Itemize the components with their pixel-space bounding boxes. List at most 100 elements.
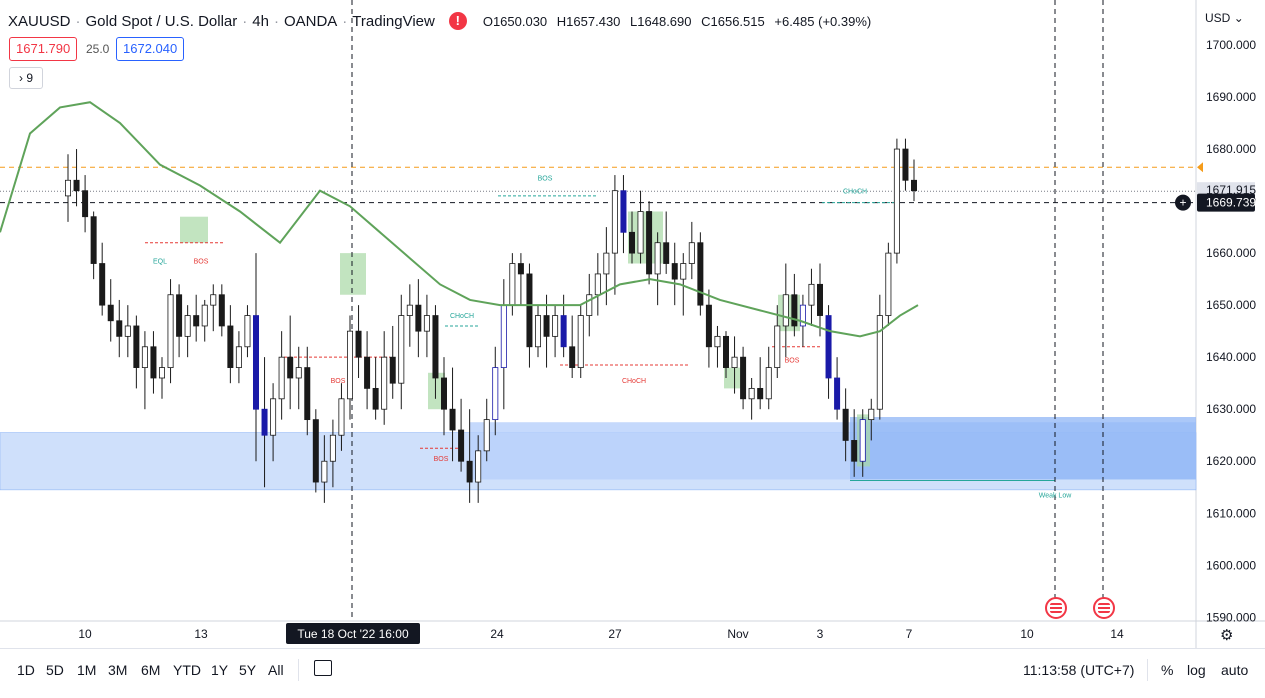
candle-body: [150, 346, 157, 379]
price-tick-label: 1640.000: [1206, 350, 1256, 364]
candle-body: [475, 450, 482, 483]
candle-body: [218, 294, 225, 327]
candle-body: [765, 367, 772, 400]
candle-body: [73, 179, 80, 192]
candle-body: [449, 408, 456, 431]
currency-selector[interactable]: USD ⌄: [1205, 11, 1244, 25]
candle-body: [705, 304, 712, 348]
candle-body: [440, 377, 447, 410]
candle-body: [432, 315, 439, 379]
structure-label: CHoCH: [450, 313, 474, 320]
symbol-ticker[interactable]: XAUUSD: [8, 12, 71, 30]
gear-icon[interactable]: ⚙: [1220, 627, 1234, 644]
price-tick-label: 1600.000: [1206, 558, 1256, 572]
candle-body: [697, 242, 704, 306]
candle-body: [808, 283, 815, 306]
range-6m[interactable]: 6M: [141, 662, 161, 678]
range-ytd[interactable]: YTD: [173, 662, 201, 678]
range-5d[interactable]: 5D: [46, 662, 64, 678]
candle-body: [782, 294, 789, 327]
candle-body: [637, 211, 644, 254]
range-1m[interactable]: 1M: [77, 662, 97, 678]
price-tick-label: 1690.000: [1206, 90, 1256, 104]
candle-body: [65, 179, 72, 197]
auto-toggle[interactable]: auto: [1221, 662, 1249, 678]
crosshair-price-label: 1669.739: [1206, 196, 1256, 210]
chevron-down-icon: ⌄: [1233, 11, 1244, 25]
us-flag-event-icon[interactable]: [1093, 597, 1115, 619]
us-flag-event-icon[interactable]: [1045, 597, 1067, 619]
candle-body: [594, 273, 601, 296]
calendar-icon[interactable]: [314, 660, 332, 676]
time-tick-label: 10: [1020, 627, 1034, 641]
candle-body: [526, 273, 533, 348]
structure-label: BOS: [331, 378, 346, 385]
time-tick-label: 14: [1110, 627, 1124, 641]
candle-body: [500, 304, 507, 368]
price-tick-label: 1610.000: [1206, 506, 1256, 520]
low-value: L1648.690: [630, 13, 692, 29]
candle-body: [646, 211, 653, 275]
structure-label: BOS: [785, 357, 800, 364]
buy-button[interactable]: 1672.040: [116, 37, 185, 61]
range-5y[interactable]: 5Y: [239, 662, 257, 678]
moving-average-line: [0, 101, 919, 338]
candle-body: [193, 315, 200, 327]
time-tick-label: 24: [490, 627, 504, 641]
time-tick-label: Nov: [727, 627, 748, 641]
candle-body: [235, 346, 242, 368]
candle-body: [372, 387, 379, 410]
candle-body: [868, 408, 875, 421]
candle-body: [176, 294, 183, 337]
candle-body: [842, 408, 849, 441]
candle-body: [133, 325, 140, 368]
indicator-count: 9: [26, 71, 34, 85]
range-1y[interactable]: 1Y: [211, 662, 229, 678]
log-toggle[interactable]: log: [1187, 662, 1206, 678]
range-1d[interactable]: 1D: [17, 662, 35, 678]
spread-value: 25.0: [86, 42, 110, 56]
candle-body: [774, 325, 781, 368]
candle-body: [680, 263, 687, 280]
candle-body: [876, 315, 883, 410]
candle-body: [543, 315, 550, 337]
range-3m[interactable]: 3M: [108, 662, 128, 678]
indicator-toggle-button[interactable]: › 9: [9, 67, 43, 89]
range-all[interactable]: All: [268, 662, 284, 678]
candle-body: [99, 263, 106, 306]
clock-timezone[interactable]: 11:13:58 (UTC+7): [1023, 662, 1135, 678]
candle-body: [611, 190, 618, 254]
warning-icon[interactable]: !: [448, 12, 467, 30]
candle-body: [244, 315, 251, 348]
symbol-header[interactable]: XAUUSD · Gold Spot / U.S. Dollar · 4h · …: [8, 12, 877, 30]
time-tick-label: 27: [608, 627, 622, 641]
candle-body: [201, 304, 208, 327]
structure-label: Weak Low: [1039, 493, 1072, 500]
percent-toggle[interactable]: %: [1161, 662, 1174, 678]
candle-body: [82, 190, 89, 218]
order-block-box: [428, 372, 445, 410]
candle-body: [107, 304, 114, 322]
price-tick-label: 1620.000: [1206, 454, 1256, 468]
structure-label: BOS: [194, 259, 209, 266]
candle-body: [158, 367, 165, 379]
candle-body: [381, 356, 388, 410]
candle-body: [124, 325, 131, 337]
crosshair-time-tag: [286, 623, 420, 644]
sell-button[interactable]: 1671.790: [9, 37, 78, 61]
high-value: H1657.430: [556, 13, 621, 29]
candle-body: [569, 346, 576, 368]
candle-body: [688, 242, 695, 264]
candle-body: [629, 231, 636, 254]
alert-marker: [1197, 162, 1203, 173]
structure-label: CHoCH: [622, 378, 646, 385]
candle-body: [227, 325, 234, 368]
structure-label: CHoCH: [843, 188, 867, 195]
price-tick-label: 1590.000: [1206, 610, 1256, 624]
candle-body: [552, 315, 559, 337]
candle-body: [210, 294, 217, 306]
candle-body: [723, 335, 730, 368]
interval-label[interactable]: 4h: [252, 12, 269, 30]
candle-body: [509, 263, 516, 306]
